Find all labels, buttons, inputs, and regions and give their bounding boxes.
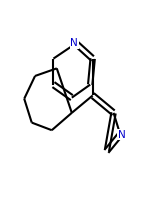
Text: N: N: [70, 38, 78, 48]
Text: N: N: [118, 130, 125, 140]
